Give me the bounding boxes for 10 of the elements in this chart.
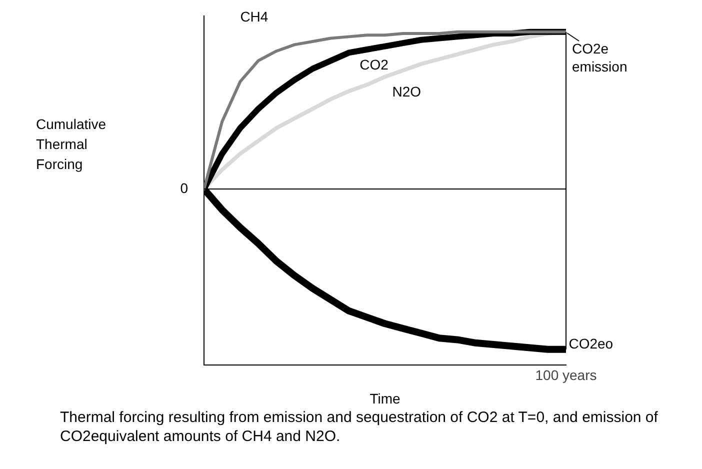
text: CO2e emission bbox=[572, 40, 628, 75]
text: 0 bbox=[180, 180, 188, 196]
text: 100 years bbox=[535, 367, 597, 384]
series-label: N2O bbox=[392, 84, 422, 100]
x-axis-title: Time bbox=[370, 390, 401, 406]
series-label: CO2 bbox=[360, 56, 389, 72]
text: Cumulative Thermal Forcing bbox=[36, 116, 106, 172]
text: CH4 bbox=[240, 8, 268, 24]
series-label: CO2eo bbox=[568, 335, 614, 352]
text: Thermal forcing resulting from emission and sequestration of CO2 at T=0, and emission of CO2equivalent amounts of CH4 and N2O. bbox=[59, 408, 659, 446]
